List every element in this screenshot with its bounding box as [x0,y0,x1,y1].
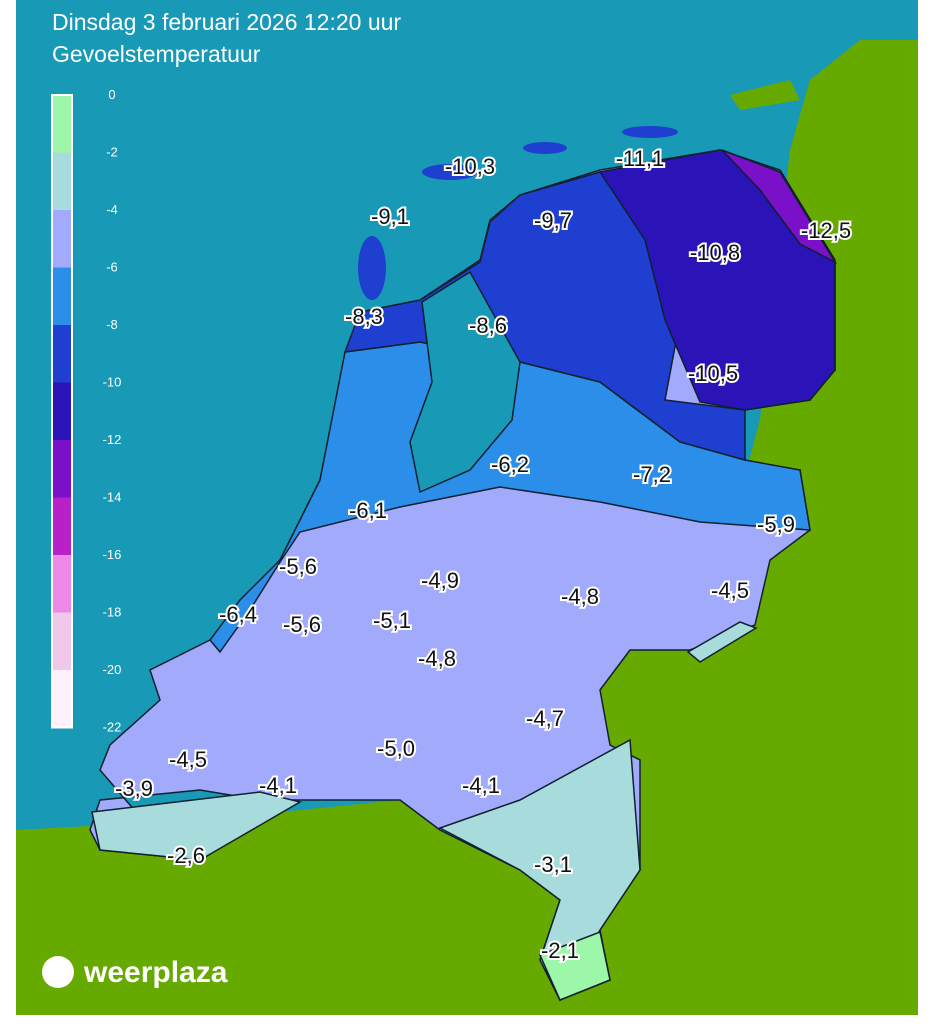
temperature-label: -5,9 [757,512,795,537]
temperature-label: -9,7 [534,208,572,233]
temperature-label: -12,5 [801,218,851,243]
temperature-label: -2,6 [167,843,205,868]
zone [686,621,758,663]
legend-swatch [52,210,72,268]
legend-label: -8 [106,317,118,332]
temperature-label: -8,6 [469,313,507,338]
temperature-label: -6,4 [219,602,257,627]
temperature-label: -4,5 [169,747,207,772]
temperature-label: -10,8 [690,240,740,265]
legend-swatch [52,612,72,670]
netherlands [89,126,838,1002]
legend-label: -12 [103,432,122,447]
legend-swatch [52,670,72,728]
land [16,40,918,1015]
temperature-label: -5,6 [283,612,321,637]
temperature-label: -2,1 [541,938,579,963]
legend-label: -10 [103,375,122,390]
temperature-label: -4,8 [418,646,456,671]
temperature-label: -10,3 [445,154,495,179]
legend-swatch [52,267,72,325]
brand-icon [42,956,74,988]
subtitle: Gevoelstemperatuur [52,41,261,67]
temperature-label: -11,1 [616,146,665,171]
temperature-label: -6,2 [491,452,529,477]
legend-swatch [52,440,72,498]
temperature-label: -5,6 [279,554,317,579]
legend-swatch [52,497,72,555]
temperature-label: -3,1 [534,852,572,877]
legend-label: -14 [103,490,122,505]
title: Dinsdag 3 februari 2026 12:20 uur [52,9,401,35]
land [730,80,800,110]
legend-label: 0 [108,87,115,102]
legend-swatch [52,152,72,210]
legend-swatch [52,382,72,440]
temperature-label: -8,3 [345,304,383,329]
island [422,164,478,180]
temperature-label: -4,9 [421,568,459,593]
island [358,236,386,300]
temperature-label: -4,7 [526,706,564,731]
temperature-label: -4,8 [561,584,599,609]
legend-label: -2 [106,145,118,160]
legend-label: -22 [103,720,122,735]
legend-swatch [52,325,72,383]
island [622,126,678,138]
temperature-label: -7,2 [633,462,671,487]
legend-swatch [52,95,72,153]
zone [721,149,838,264]
temperature-label: -9,1 [371,204,409,229]
temperature-label: -4,5 [711,578,749,603]
brand: weerplaza [83,956,228,989]
zone [91,791,302,861]
island [523,142,567,154]
legend-label: -20 [103,662,122,677]
legend-label: -4 [106,202,118,217]
legend-frame [51,94,73,729]
temperature-label: -3,9 [115,776,153,801]
temperature-label: -4,1 [462,773,500,798]
zone [538,930,611,1001]
temperature-label: -5,0 [377,736,415,761]
legend-label: -6 [106,260,118,275]
temperature-label: -10,5 [688,361,738,386]
temperature-label: -6,1 [349,498,387,523]
legend-swatch [52,555,72,613]
legend-label: -18 [103,605,122,620]
legend-label: -16 [103,547,122,562]
temperature-label: -4,1 [259,773,297,798]
legend: 0 -2 -4 -6 -8 -10 -12 -14 -16 -18 -20 -22 [51,87,122,735]
temperature-label: -5,1 [373,608,411,633]
lake [409,270,521,494]
